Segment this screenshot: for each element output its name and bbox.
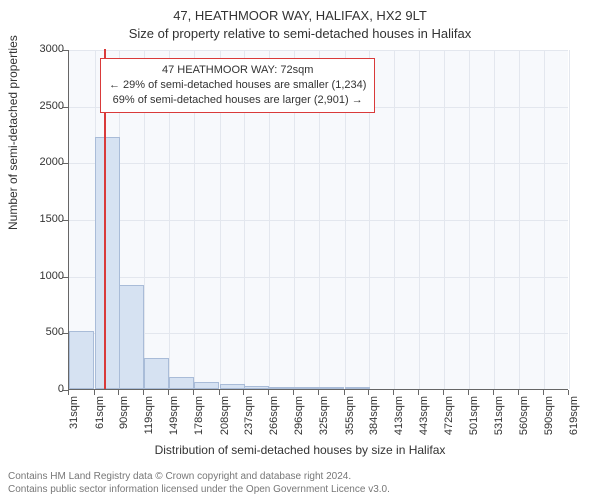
x-tick — [344, 390, 345, 395]
x-tick-label: 31sqm — [68, 396, 80, 446]
x-tick — [268, 390, 269, 395]
x-tick — [368, 390, 369, 395]
annotation-line1: 47 HEATHMOOR WAY: 72sqm — [109, 63, 366, 78]
y-tick-label: 1500 — [24, 213, 64, 225]
x-tick — [468, 390, 469, 395]
x-tick — [543, 390, 544, 395]
histogram-bar — [269, 387, 294, 389]
histogram-bar — [345, 387, 370, 389]
x-tick — [68, 390, 69, 395]
gridline-v — [569, 50, 570, 389]
x-tick — [318, 390, 319, 395]
x-tick-label: 384sqm — [368, 396, 380, 446]
y-tick-label: 1000 — [24, 270, 64, 282]
histogram-bar — [95, 137, 120, 389]
x-tick-label: 472sqm — [443, 396, 455, 446]
y-tick-label: 0 — [24, 383, 64, 395]
x-axis-label: Distribution of semi-detached houses by … — [0, 443, 600, 457]
y-tick-label: 2500 — [24, 100, 64, 112]
x-tick — [243, 390, 244, 395]
annotation-box: 47 HEATHMOOR WAY: 72sqm ← 29% of semi-de… — [100, 58, 375, 113]
x-tick — [418, 390, 419, 395]
x-tick — [393, 390, 394, 395]
title-address: 47, HEATHMOOR WAY, HALIFAX, HX2 9LT — [0, 8, 600, 23]
x-tick-label: 501sqm — [468, 396, 480, 446]
y-tick-label: 500 — [24, 326, 64, 338]
x-tick-label: 619sqm — [568, 396, 580, 446]
x-tick-label: 178sqm — [193, 396, 205, 446]
x-tick-label: 266sqm — [268, 396, 280, 446]
gridline-v — [419, 50, 420, 389]
x-tick — [443, 390, 444, 395]
x-tick — [518, 390, 519, 395]
x-tick-label: 355sqm — [344, 396, 356, 446]
gridline-v — [444, 50, 445, 389]
gridline-v — [519, 50, 520, 389]
histogram-bar — [194, 382, 219, 389]
x-tick-label: 590sqm — [543, 396, 555, 446]
x-tick-label: 237sqm — [243, 396, 255, 446]
footer-line2: Contains public sector information licen… — [8, 484, 592, 497]
y-axis-label: Number of semi-detached properties — [6, 35, 20, 230]
histogram-bar — [319, 387, 344, 389]
y-tick — [63, 220, 68, 221]
x-tick-label: 531sqm — [493, 396, 505, 446]
x-tick — [568, 390, 569, 395]
y-tick — [63, 333, 68, 334]
x-tick — [94, 390, 95, 395]
x-tick — [293, 390, 294, 395]
histogram-bar — [144, 358, 169, 389]
y-tick-label: 2000 — [24, 156, 64, 168]
x-tick — [493, 390, 494, 395]
gridline-v — [394, 50, 395, 389]
x-tick-label: 119sqm — [143, 396, 155, 446]
histogram-bar — [169, 377, 194, 389]
gridline-v — [494, 50, 495, 389]
x-tick-label: 61sqm — [94, 396, 106, 446]
y-tick — [63, 163, 68, 164]
x-tick-label: 208sqm — [219, 396, 231, 446]
x-tick-label: 413sqm — [393, 396, 405, 446]
histogram-bar — [244, 386, 269, 389]
x-tick — [168, 390, 169, 395]
y-tick — [63, 277, 68, 278]
y-tick-label: 3000 — [24, 43, 64, 55]
annotation-line2: ← 29% of semi-detached houses are smalle… — [109, 78, 366, 93]
x-tick-label: 90sqm — [118, 396, 130, 446]
annotation-line3: 69% of semi-detached houses are larger (… — [109, 93, 366, 108]
y-tick — [63, 107, 68, 108]
x-tick — [219, 390, 220, 395]
x-tick-label: 560sqm — [518, 396, 530, 446]
x-tick-label: 325sqm — [318, 396, 330, 446]
gridline-v — [544, 50, 545, 389]
y-tick — [63, 50, 68, 51]
histogram-bar — [294, 387, 319, 389]
x-tick-label: 149sqm — [168, 396, 180, 446]
histogram-bar — [119, 285, 144, 389]
x-tick — [143, 390, 144, 395]
x-tick-label: 443sqm — [418, 396, 430, 446]
title-subtitle: Size of property relative to semi-detach… — [0, 26, 600, 41]
x-tick — [118, 390, 119, 395]
footer-attribution: Contains HM Land Registry data © Crown c… — [8, 471, 592, 496]
footer-line1: Contains HM Land Registry data © Crown c… — [8, 471, 592, 484]
gridline-v — [469, 50, 470, 389]
histogram-bar — [220, 384, 245, 389]
x-tick — [193, 390, 194, 395]
histogram-bar — [69, 331, 94, 389]
x-tick-label: 296sqm — [293, 396, 305, 446]
